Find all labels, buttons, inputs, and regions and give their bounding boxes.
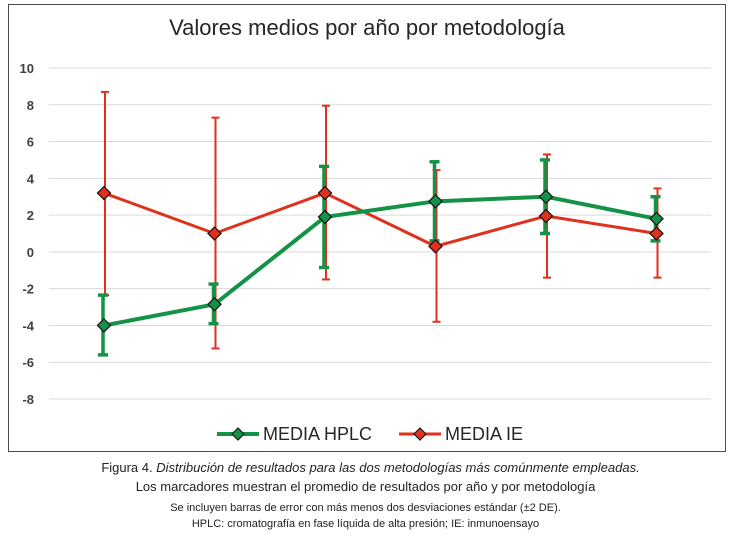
data-point xyxy=(649,211,664,227)
figure-caption: Figura 4. Distribución de resultados par… xyxy=(0,458,731,532)
legend-label: MEDIA IE xyxy=(445,424,523,444)
caption-line-3: Se incluyen barras de error con más meno… xyxy=(170,502,561,514)
y-tick-label: 2 xyxy=(27,208,34,223)
caption-prefix: Figura 4. xyxy=(101,460,153,475)
y-tick-label: -6 xyxy=(22,355,34,370)
legend: MEDIA HPLC MEDIA IE xyxy=(217,424,523,444)
line-chart: Valores medios por año por metodología 1… xyxy=(20,15,711,444)
y-tick-label: 0 xyxy=(27,245,34,260)
data-point xyxy=(538,189,554,205)
series-line-hplc xyxy=(103,194,657,328)
data-point xyxy=(649,226,664,241)
y-tick-label: -4 xyxy=(22,318,34,333)
data-point xyxy=(207,226,222,241)
chart-title: Valores medios por año por metodología xyxy=(169,15,566,40)
y-tick-label: -2 xyxy=(22,282,34,297)
caption-line-4: HPLC: cromatografía en fase líquida de a… xyxy=(191,518,540,530)
y-tick-label: 6 xyxy=(27,135,34,150)
legend-label: MEDIA HPLC xyxy=(263,424,372,444)
y-tick-label: 10 xyxy=(20,61,34,76)
series-layer xyxy=(96,90,664,357)
caption-line-2: Los marcadores muestran el promedio de r… xyxy=(135,479,596,494)
gridlines xyxy=(49,67,711,400)
legend-marker xyxy=(231,427,245,441)
data-point xyxy=(207,296,222,312)
data-point xyxy=(96,185,112,201)
legend-marker xyxy=(413,427,427,441)
y-tick-label: 8 xyxy=(27,98,34,113)
data-point xyxy=(317,209,333,225)
caption-title: Distribución de resultados para las dos … xyxy=(156,460,640,475)
y-tick-label: 4 xyxy=(27,171,35,186)
data-point xyxy=(317,185,333,201)
chart-frame: Valores medios por año por metodología 1… xyxy=(8,4,726,452)
data-point xyxy=(538,208,554,224)
data-point xyxy=(428,193,443,209)
data-point xyxy=(428,238,443,254)
series-line-ie xyxy=(103,191,657,248)
y-tick-label: -8 xyxy=(22,392,34,407)
y-tick-labels: 10 8 6 4 2 0 -2 -4 -6 -8 xyxy=(20,61,35,407)
caption-line-1: Figura 4. Distribución de resultados par… xyxy=(0,458,731,477)
data-point xyxy=(96,318,112,333)
